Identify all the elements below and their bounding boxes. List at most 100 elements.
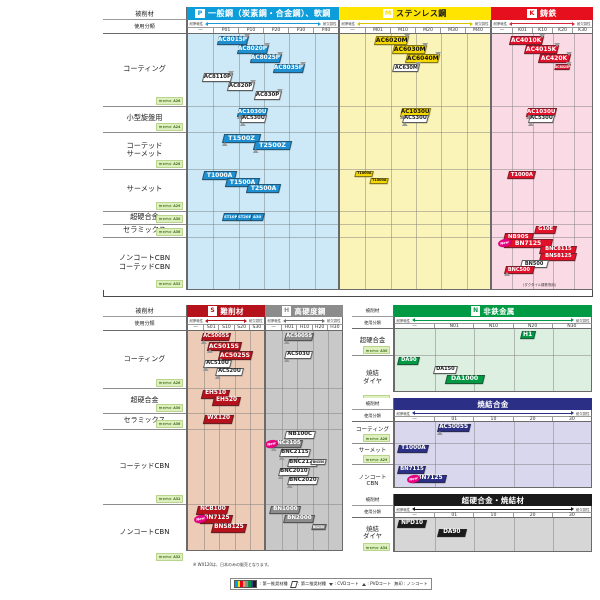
fracture-resistance-label: 耐欠損性 — [322, 22, 337, 26]
memo-ref-badge: ｍｅｍｏ A29 — [363, 455, 390, 463]
grade-tag[interactable]: DA1000 — [444, 375, 485, 384]
tick-10: 10 — [473, 513, 512, 518]
grade-tag[interactable]: AC530U — [401, 114, 430, 126]
grade-tag[interactable]: T2500Z — [251, 140, 292, 153]
uncoated-label: 無印 : ノンコート — [394, 581, 428, 586]
grade-tag[interactable]: AC530U — [527, 114, 555, 126]
grade-tag-label: BN7125 — [203, 515, 229, 522]
workpiece-header: 被削材 — [103, 305, 187, 317]
grade-tag[interactable]: AC8110P — [201, 70, 234, 82]
tick-20: 20 — [512, 417, 552, 422]
grade-tag[interactable]: G10E — [533, 226, 557, 235]
grade-tag[interactable]: NCB100 — [195, 506, 229, 515]
grade-tag[interactable]: T1000A — [507, 171, 537, 180]
grade-tag[interactable]: AC8035P — [272, 61, 306, 73]
grade-tag[interactable]: BN2000 — [283, 515, 316, 524]
grade-tag-label: AC6020M — [375, 36, 408, 44]
grade-tag[interactable]: AC520U — [214, 368, 245, 379]
pvd-coat-icon — [251, 148, 258, 153]
grade-tag[interactable]: AC820P — [227, 79, 256, 91]
grade-tag[interactable]: AC510U — [202, 359, 232, 371]
grade-tag-label: AC8035P — [274, 64, 304, 71]
group-title-label: 超硬合金・焼結材 — [461, 495, 525, 505]
tick-N30: N30 — [551, 324, 591, 329]
pvd-coat-icon — [527, 121, 534, 126]
axis-row: 耐摩耗性 耐欠損性 — [339, 20, 491, 27]
grade-tag[interactable]: AC5015S — [205, 341, 242, 354]
grade-tag[interactable]: T1500A — [369, 177, 389, 184]
grade-tag-label: T1000A — [356, 171, 372, 176]
grade-tag[interactable]: BNC500 — [503, 266, 536, 277]
grade-tag[interactable]: T1000A — [396, 445, 430, 454]
tick-P10: P10 — [238, 28, 263, 33]
grade-tag[interactable]: BN7115 — [396, 466, 426, 474]
grade-tag[interactable]: AC4010K — [509, 34, 546, 46]
grade-tag[interactable]: DA90 — [396, 357, 420, 365]
grade-tag[interactable]: AC5005S — [435, 424, 471, 435]
grade-tag[interactable]: BNC2010 — [277, 467, 311, 479]
grade-tag[interactable]: AC5005S — [200, 333, 232, 344]
grade-tag-label: AC820P — [229, 82, 253, 89]
grade-tag-label: H1 — [523, 331, 533, 339]
row-label: 超硬合金 — [130, 395, 159, 404]
grade-tag[interactable]: AC530U — [239, 114, 267, 126]
grade-tag[interactable]: AC5005S — [283, 333, 314, 344]
row-label: 焼結 ダイヤ — [363, 369, 382, 385]
grade-tag[interactable]: BNS8125 — [210, 524, 247, 533]
usage-class-header: 使用分類 — [352, 506, 394, 518]
grade-tag[interactable]: EH520 — [212, 396, 242, 406]
memo-ref-badge: ｍｅｍｏ A32 — [156, 552, 183, 561]
grade-tag[interactable]: BNC2115 — [278, 449, 312, 460]
grade-tag[interactable]: A30 — [250, 213, 265, 221]
tick-—: — — [350, 28, 355, 33]
wear-resistance-label: 耐摩耗性 — [189, 319, 204, 323]
tick-K10: K10 — [532, 28, 552, 33]
grade-tag-label: EH520 — [216, 396, 238, 403]
grade-tag-label: NCB100 — [199, 506, 226, 513]
tick-H10: H10 — [296, 325, 311, 330]
grade-tag-label: NPD10 — [400, 520, 423, 527]
wear-resistance-label: 耐摩耗性 — [396, 318, 411, 323]
grade-tag[interactable]: BN250 — [311, 524, 328, 531]
grade-tag[interactable]: AC8025P — [554, 61, 572, 70]
grade-tag[interactable]: AC630M — [391, 61, 421, 72]
tick-M40: M40 — [465, 28, 490, 33]
grade-tag[interactable]: AC830P — [253, 88, 283, 100]
tick-S01: S01 — [203, 325, 218, 330]
group-title-label: 一般鋼（炭素鋼・合金鋼）、軟鋼 — [208, 9, 331, 18]
grade-tag-label: AC5005S — [439, 424, 469, 431]
tick-30: 30 — [551, 417, 591, 422]
second-grade-label: : 第二推奨材種 — [298, 581, 326, 586]
grade-tag[interactable]: AC503U — [283, 350, 313, 362]
grade-tag[interactable]: DA150 — [432, 366, 458, 374]
grade-tag[interactable]: AC8015P — [217, 34, 250, 45]
grade-tag[interactable]: AC8020P — [237, 42, 271, 55]
grade-tag[interactable]: BN1000 — [269, 506, 302, 515]
row-label: セラミックス — [123, 416, 166, 424]
grade-tag[interactable]: BN350 — [310, 458, 328, 465]
memo-ref-badge: ｍｅｍｏ A30 — [156, 403, 183, 412]
grade-tag-label: DA90 — [442, 529, 461, 536]
pvd-coat-icon — [283, 339, 290, 344]
grade-tag[interactable]: H1 — [519, 331, 536, 340]
cvd-coat-icon — [414, 61, 421, 66]
group-title-M: M ステンレス鋼 — [339, 7, 491, 20]
group-title-焼結合金: 焼結合金 — [394, 398, 592, 410]
grade-tag[interactable]: AC5025S — [216, 350, 253, 363]
grade-tag[interactable]: NB100C — [283, 431, 316, 442]
grade-tag[interactable]: T1000A — [354, 171, 374, 178]
pvd-coat-icon — [283, 357, 290, 362]
grade-tag[interactable]: WX120 — [202, 415, 234, 424]
grade-tag[interactable]: AC6040M — [404, 52, 441, 64]
grade-tag[interactable]: T2500A — [246, 184, 282, 193]
plot-area-超硬合金・焼結材: NPD10 DA90 — [394, 518, 592, 552]
grade-tag[interactable]: BNC2020 — [286, 477, 320, 488]
grade-tag[interactable]: AC8025P — [249, 52, 283, 64]
grade-tag[interactable]: NPD10 — [396, 520, 428, 529]
workpiece-header: 被削材 — [352, 398, 394, 410]
grade-tag[interactable]: AC6020M — [374, 34, 410, 46]
plot-area-K: AC4010K AC4015K AC420K AC8025P AC1030U AC530U… — [491, 34, 593, 290]
grade-tag[interactable]: DA90 — [436, 529, 467, 538]
group-title-P: P 一般鋼（炭素鋼・合金鋼）、軟鋼 — [187, 7, 339, 20]
